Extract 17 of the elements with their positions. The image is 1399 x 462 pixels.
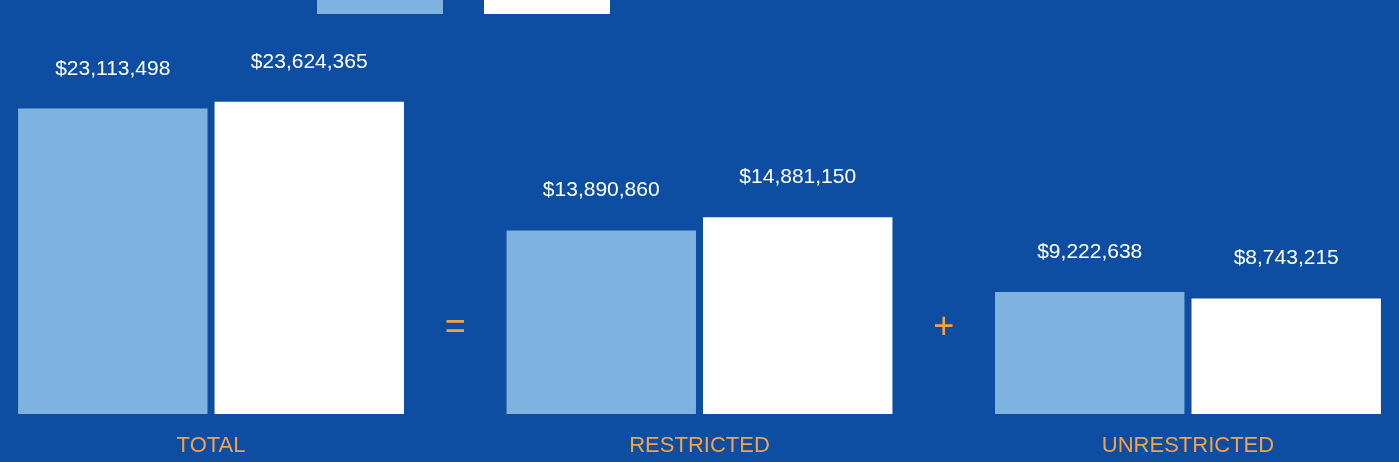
data-label: $23,113,498 [55, 55, 171, 79]
data-label: $23,624,365 [250, 48, 368, 72]
x-tick-label: RESTRICTED [629, 431, 770, 457]
x-tick-label: UNRESTRICTED [1101, 431, 1275, 457]
data-label: $13,890,860 [542, 177, 660, 201]
annotation: + [933, 305, 955, 346]
annotation: = [444, 305, 466, 346]
bar [995, 292, 1185, 414]
bar [214, 101, 404, 414]
data-label: $8,743,215 [1233, 245, 1339, 269]
bar [1191, 298, 1381, 414]
data-label: $14,881,150 [739, 164, 857, 188]
bar [18, 108, 208, 414]
x-tick-label: TOTAL [176, 431, 246, 457]
data-label: $9,222,638 [1037, 239, 1143, 263]
bar [703, 217, 893, 414]
bar [506, 230, 696, 414]
